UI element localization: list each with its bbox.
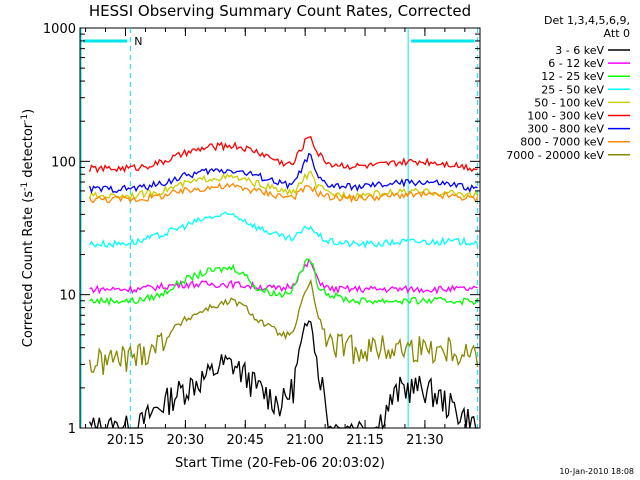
- legend-header-att: Att 0: [604, 27, 630, 40]
- plot-frame: [79, 27, 481, 429]
- boundary-lines: N: [80, 28, 479, 428]
- chart-title: HESSI Observing Summary Count Rates, Cor…: [89, 2, 471, 20]
- legend-entry-3: 25 - 50 keV: [541, 83, 604, 96]
- x-tick-label: 20:15: [107, 433, 144, 448]
- x-tick-label: 21:30: [406, 433, 443, 448]
- y-axis-label: Corrected Count Rate (s-1 detector-1): [20, 109, 36, 347]
- x-tick-label: 21:15: [346, 433, 383, 448]
- series-line-2: [89, 258, 479, 307]
- axes: 20:15 20:30 20:45 21:00 21:15 21:30 1 10 100 1000: [43, 22, 480, 448]
- legend-entry-1: 6 - 12 keV: [548, 57, 604, 70]
- series-line-7: [89, 182, 479, 204]
- series-line-6: [88, 152, 478, 195]
- y-tick-label: 1000: [43, 22, 76, 37]
- series-line-3: [89, 211, 479, 249]
- series-lines: [88, 136, 479, 430]
- timestamp: 10-Jan-2010 18:08: [559, 467, 634, 476]
- legend-entry-2: 12 - 25 keV: [541, 70, 604, 83]
- series-line-5: [88, 136, 478, 174]
- legend-entry-0: 3 - 6 keV: [555, 44, 604, 57]
- legend-entry-5: 100 - 300 keV: [527, 110, 604, 123]
- x-axis-label: Start Time (20-Feb-06 20:03:02): [175, 456, 385, 471]
- series-line-1: [89, 258, 478, 295]
- x-tick-label: 21:00: [286, 433, 323, 448]
- y-tick-label: 1: [68, 422, 76, 437]
- x-tick-label: 20:45: [227, 433, 264, 448]
- series-line-8: [88, 278, 479, 376]
- night-label: N: [134, 35, 142, 48]
- legend-entry-8: 7000 - 20000 keV: [506, 149, 604, 162]
- x-tick-label: 20:30: [167, 433, 204, 448]
- y-tick-label: 100: [51, 155, 76, 170]
- series-line-4: [88, 170, 479, 201]
- legend-header: Det 1,3,4,5,6,9,: [544, 14, 630, 27]
- y-tick-label: 10: [59, 289, 76, 304]
- legend-entry-7: 800 - 7000 keV: [520, 136, 604, 149]
- series-line-0: [89, 320, 478, 430]
- legend-entry-6: 300 - 800 keV: [527, 123, 604, 136]
- plot-area: [79, 27, 481, 429]
- legend-entry-4: 50 - 100 keV: [534, 96, 604, 109]
